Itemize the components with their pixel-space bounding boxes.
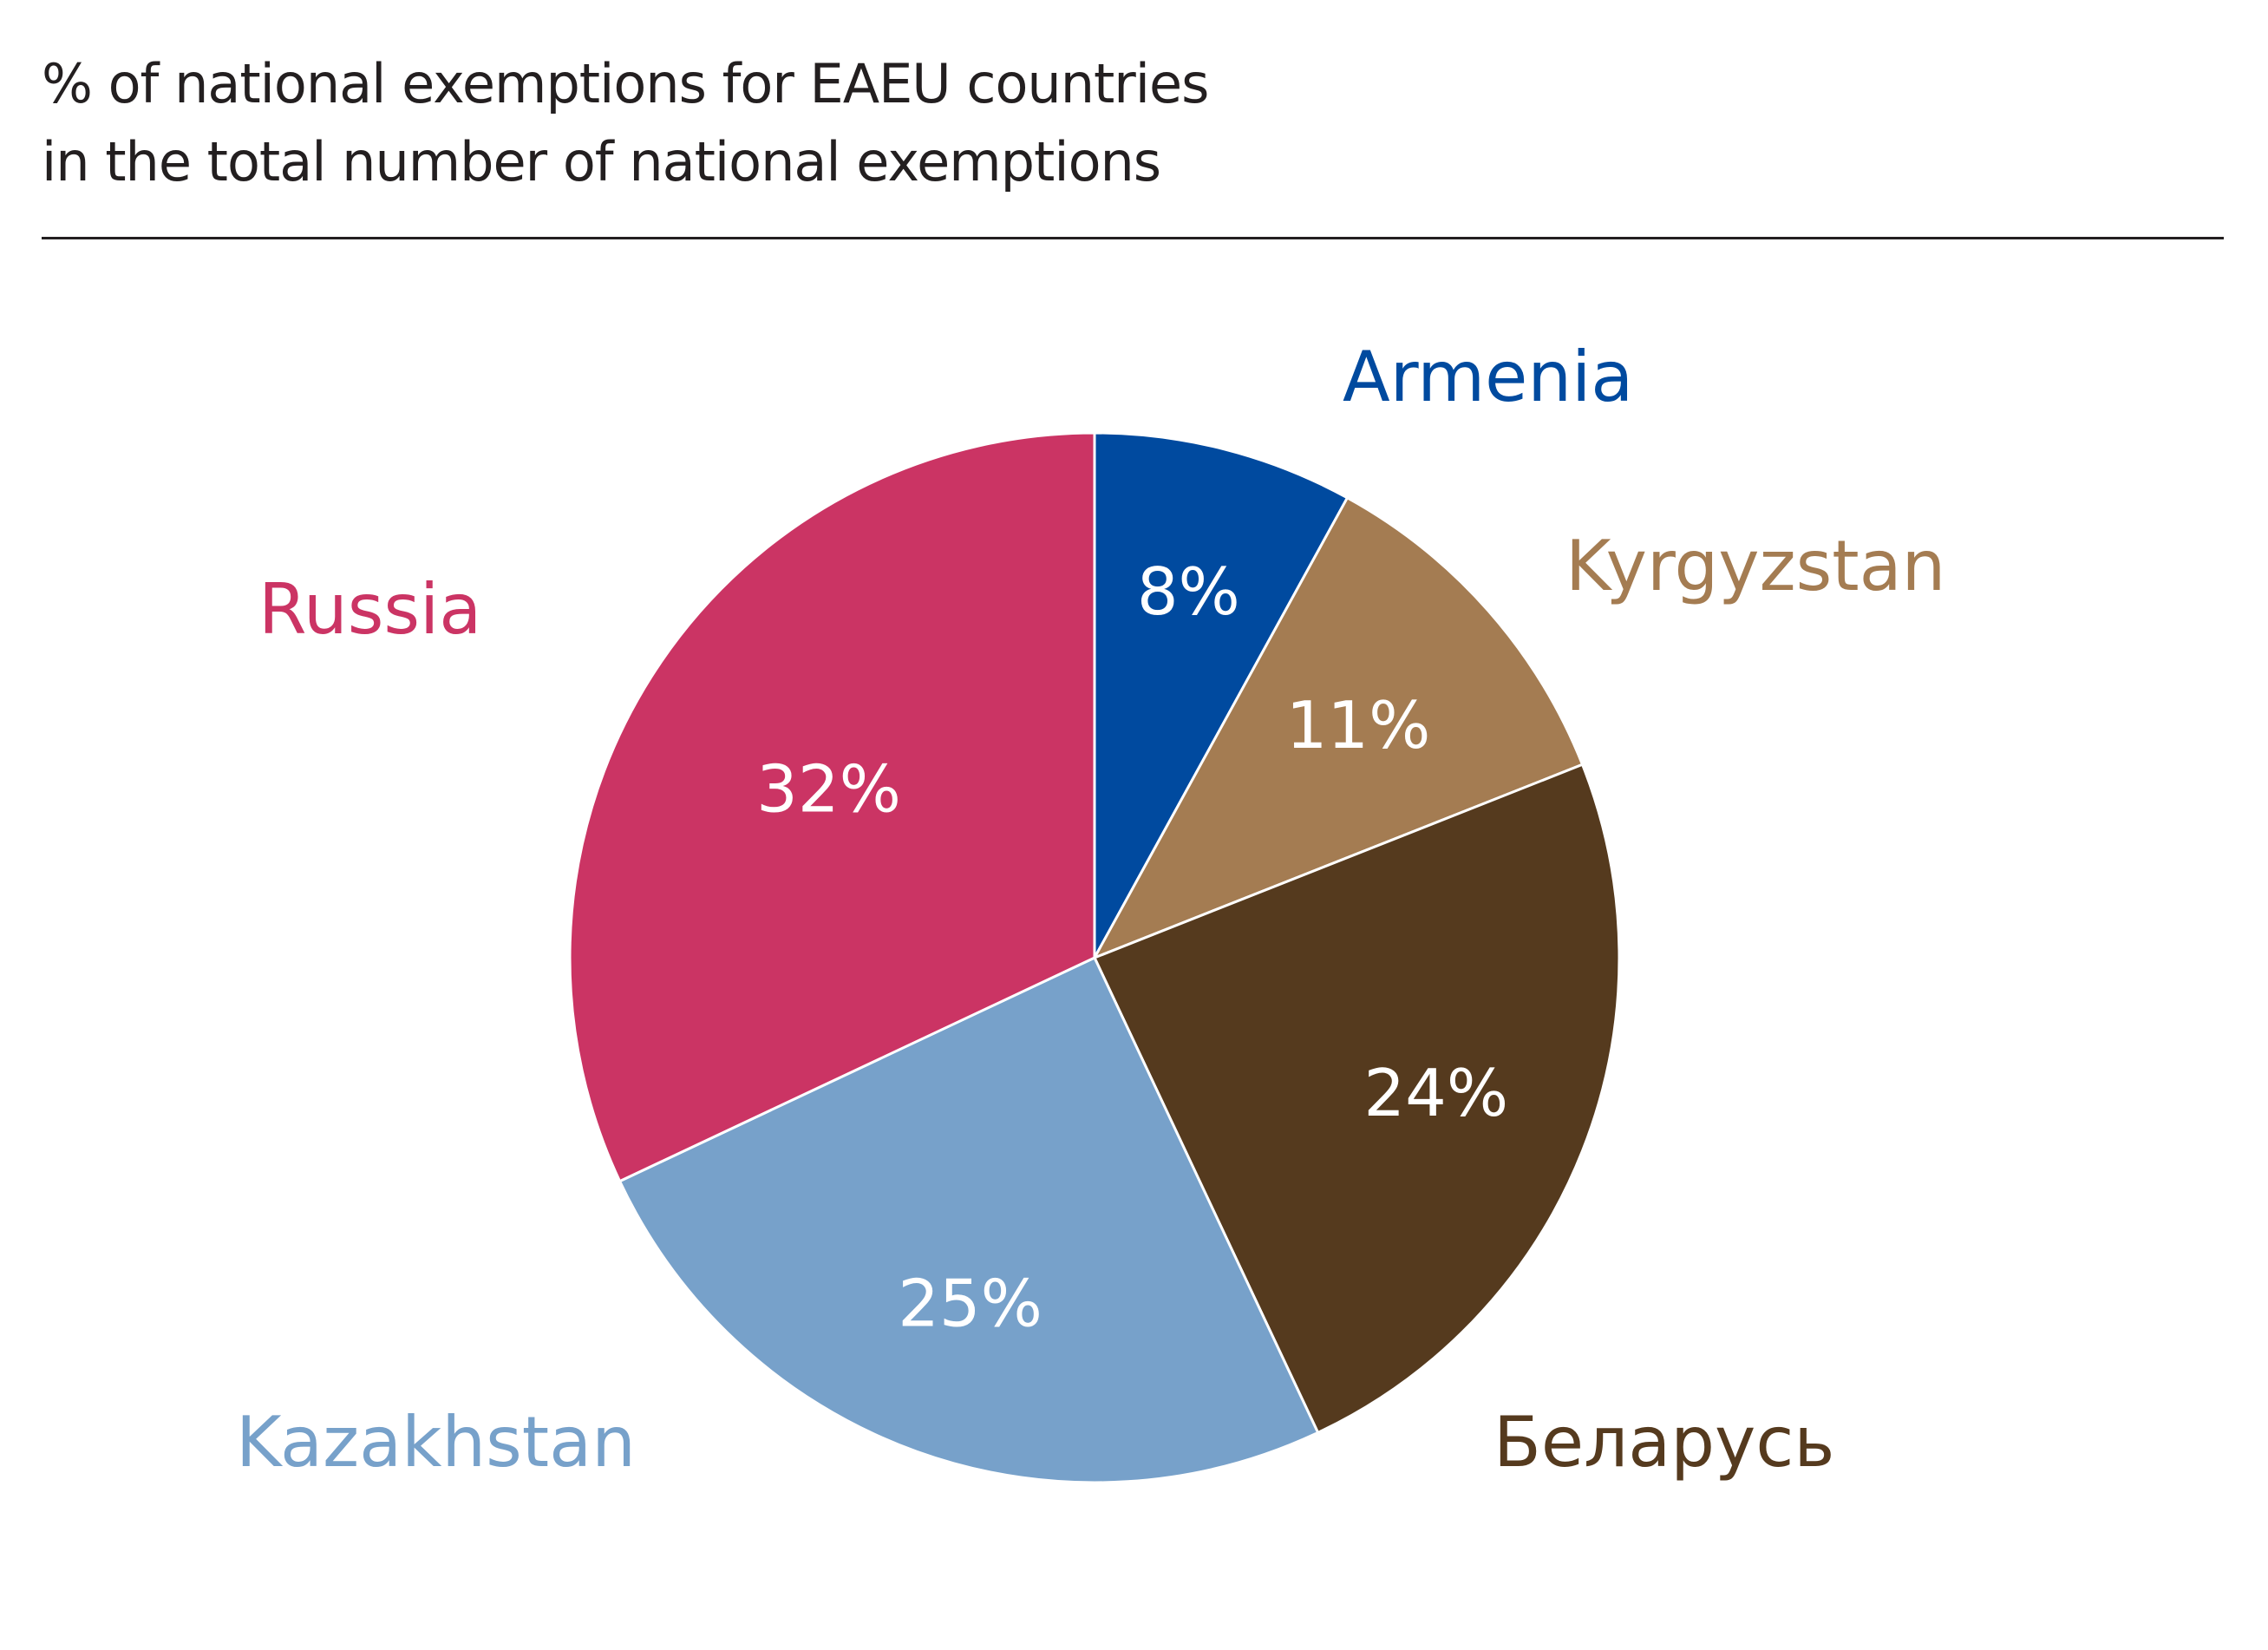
pie-country-label-2: Kyrgyzstan: [1565, 526, 1945, 606]
pie-slice-1: [1093, 431, 1349, 959]
pie-percent-label-3: 24%: [1363, 1055, 1508, 1131]
title-divider: [42, 237, 2224, 239]
pie-percent-label-4: 25%: [898, 1265, 1042, 1341]
pie-slice-5: [568, 431, 1096, 1183]
pie-country-label-3: Беларусь: [1493, 1402, 1835, 1483]
pie-percent-label-1: 8%: [1137, 553, 1240, 630]
pie-country-label-5: Russia: [258, 569, 481, 650]
pie-country-label-1: Armenia: [1343, 337, 1633, 417]
pie-country-labels: Armenia Kyrgyzstan Беларусь Kazakhstan Russi…: [236, 337, 1945, 1483]
pie-percent-labels: 8% 11% 24% 25% 32%: [756, 553, 1508, 1341]
pie-percent-label-2: 11%: [1286, 687, 1431, 763]
chart-title-line-1: % of national exemptions for EAEU countr…: [42, 52, 1209, 115]
pie-slices: [568, 431, 1621, 1484]
pie-slice-2: [1093, 496, 1585, 959]
pie-slice-3: [1093, 763, 1621, 1434]
chart-title: % of national exemptions for EAEU countr…: [42, 45, 1209, 201]
chart-title-line-2: in the total number of national exemptio…: [42, 130, 1161, 193]
pie-percent-label-5: 32%: [756, 750, 901, 827]
pie-slice-4: [618, 956, 1320, 1484]
pie-country-label-4: Kazakhstan: [236, 1402, 636, 1483]
